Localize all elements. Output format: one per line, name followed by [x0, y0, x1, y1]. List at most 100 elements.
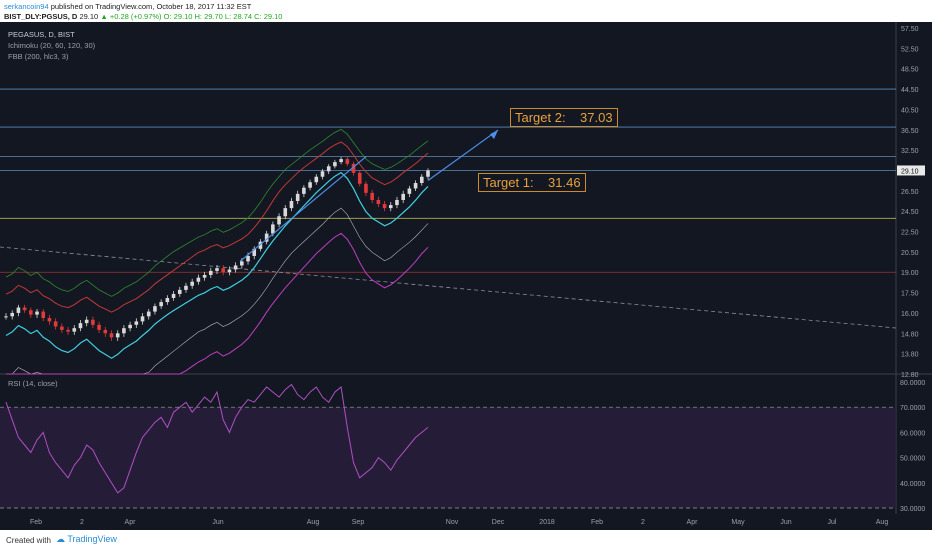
- candle-body: [246, 255, 250, 262]
- candle-body: [16, 307, 21, 313]
- target-1-label: Target 1:: [483, 175, 534, 190]
- price-tick-label: 12.80: [901, 372, 919, 379]
- rsi-legend: RSI (14, close): [8, 379, 58, 388]
- candle-body: [382, 204, 387, 209]
- candle-body: [314, 176, 319, 183]
- candle-body: [128, 324, 132, 329]
- footer: Created with ☁ TradingView: [0, 530, 932, 550]
- rsi-tick-label: 30.0000: [900, 506, 925, 513]
- candle-body: [351, 163, 356, 173]
- time-tick-label: Feb: [591, 519, 603, 526]
- instrument-legend: PEGASUS, D, BIST: [8, 30, 75, 39]
- price-tick-label: 44.50: [901, 87, 919, 94]
- candle-body: [308, 182, 312, 188]
- candle-body: [91, 319, 95, 325]
- current-price-marker: [897, 165, 925, 176]
- candle-body: [264, 233, 269, 242]
- time-tick-label: Nov: [446, 519, 459, 526]
- author-link[interactable]: serkancoin94: [4, 2, 49, 11]
- candle-body: [277, 216, 281, 225]
- price-tick-label: 32.50: [901, 148, 919, 155]
- time-tick-label: May: [731, 519, 745, 526]
- candle-body: [258, 241, 263, 249]
- target-arrow-line: [427, 129, 499, 181]
- price-tick-label: 22.50: [901, 230, 919, 237]
- candle-body: [326, 166, 331, 172]
- price-tick-label: 20.50: [901, 250, 919, 257]
- time-tick-label: Jul: [828, 519, 837, 526]
- candle-body: [413, 182, 418, 189]
- candle-body: [78, 323, 83, 329]
- time-tick-label: 2018: [539, 519, 555, 526]
- candle-body: [53, 321, 58, 327]
- ichimoku-legend: Ichimoku (20, 60, 120, 30): [8, 41, 96, 50]
- candle-body: [364, 183, 368, 193]
- price-tick-label: 36.50: [901, 128, 919, 135]
- candle-body: [345, 159, 350, 164]
- price-change: ▲ +0.28 (+0.97%): [100, 12, 162, 21]
- candle-body: [240, 261, 244, 266]
- price-tick-label: 24.50: [901, 209, 919, 216]
- price-tick-label: 16.00: [901, 311, 919, 318]
- rsi-band: [0, 407, 896, 508]
- candle-body: [333, 162, 337, 167]
- fbb-legend: FBB (200, hlc3, 3): [8, 52, 69, 61]
- candle-body: [190, 281, 194, 286]
- candle-body: [122, 328, 126, 334]
- last-price: 29.10: [79, 12, 99, 21]
- chart-area[interactable]: 57.50 52.50 48.50 44.50 40.50 36.50 32.50 29.10…: [0, 22, 932, 530]
- brand-name: TradingView: [67, 534, 117, 544]
- published-note: published on TradingView.com, October 18…: [48, 2, 252, 11]
- candle-body: [41, 311, 46, 319]
- candle-body: [208, 270, 213, 275]
- price-tick-label: 29.10: [901, 168, 919, 175]
- candle-body: [84, 319, 89, 324]
- candle-body: [196, 277, 201, 282]
- time-tick-label: 2: [641, 519, 645, 526]
- price-tick-label: 57.50: [901, 26, 919, 33]
- tradingview-logo[interactable]: ☁ TradingView: [56, 534, 117, 544]
- target-1-value: 31.46: [548, 175, 581, 190]
- candle-body: [283, 208, 288, 217]
- time-tick-label: Sep: [352, 519, 365, 526]
- time-tick-label: Feb: [30, 519, 42, 526]
- candle-body: [215, 268, 219, 271]
- candle-body: [140, 316, 145, 322]
- target-2-box: Target 2: 37.03: [510, 108, 618, 127]
- symbol-label: BIST_DLY:PGSUS, D: [4, 12, 78, 21]
- candle-body: [177, 289, 182, 294]
- candle-body: [134, 321, 139, 325]
- candle-body: [302, 187, 306, 194]
- time-tick-label: Jun: [212, 519, 223, 526]
- candle-body: [357, 172, 362, 184]
- candle-body: [4, 316, 8, 318]
- candle-body: [171, 293, 176, 299]
- candle-body: [10, 312, 15, 317]
- time-tick-label: Apr: [687, 519, 699, 526]
- candle-body: [388, 205, 393, 209]
- rally-arrow-line: [239, 156, 367, 262]
- candle-body: [426, 170, 430, 177]
- price-tick-label: 17.50: [901, 291, 919, 298]
- candle-body: [320, 171, 325, 177]
- fbb-basis-line: [6, 232, 429, 375]
- candle-body: [97, 324, 101, 330]
- candle-body: [252, 248, 257, 256]
- candle-body: [202, 274, 207, 278]
- candle-body: [22, 307, 27, 311]
- rsi-tick-label: 40.0000: [900, 481, 925, 488]
- price-chart[interactable]: 57.50 52.50 48.50 44.50 40.50 36.50 32.50 29.10…: [0, 22, 932, 530]
- lagging-span-line: [5, 128, 429, 297]
- ohlc-values: O: 29.10 H: 29.70 L: 28.74 C: 29.10: [163, 12, 283, 21]
- candle-body: [184, 285, 188, 290]
- time-tick-label: Jun: [780, 519, 791, 526]
- candle-body: [153, 306, 157, 312]
- price-tick-label: 52.50: [901, 46, 919, 53]
- rsi-line: [5, 383, 429, 494]
- candle-body: [72, 328, 77, 332]
- price-tick-label: 48.50: [901, 67, 919, 74]
- rsi-tick-label: 70.0000: [900, 405, 925, 412]
- candle-body: [35, 311, 39, 315]
- candle-body: [103, 329, 108, 334]
- candle-body: [401, 193, 405, 200]
